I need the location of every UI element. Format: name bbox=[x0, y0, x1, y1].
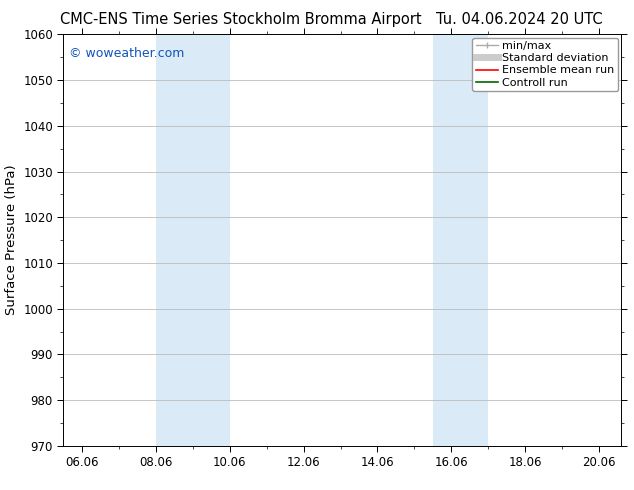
Bar bbox=[156, 34, 230, 446]
Y-axis label: Surface Pressure (hPa): Surface Pressure (hPa) bbox=[4, 165, 18, 316]
Legend: min/max, Standard deviation, Ensemble mean run, Controll run: min/max, Standard deviation, Ensemble me… bbox=[472, 38, 618, 91]
Bar bbox=[433, 34, 488, 446]
Text: CMC-ENS Time Series Stockholm Bromma Airport: CMC-ENS Time Series Stockholm Bromma Air… bbox=[60, 12, 422, 27]
Text: © woweather.com: © woweather.com bbox=[69, 47, 184, 60]
Text: Tu. 04.06.2024 20 UTC: Tu. 04.06.2024 20 UTC bbox=[436, 12, 602, 27]
